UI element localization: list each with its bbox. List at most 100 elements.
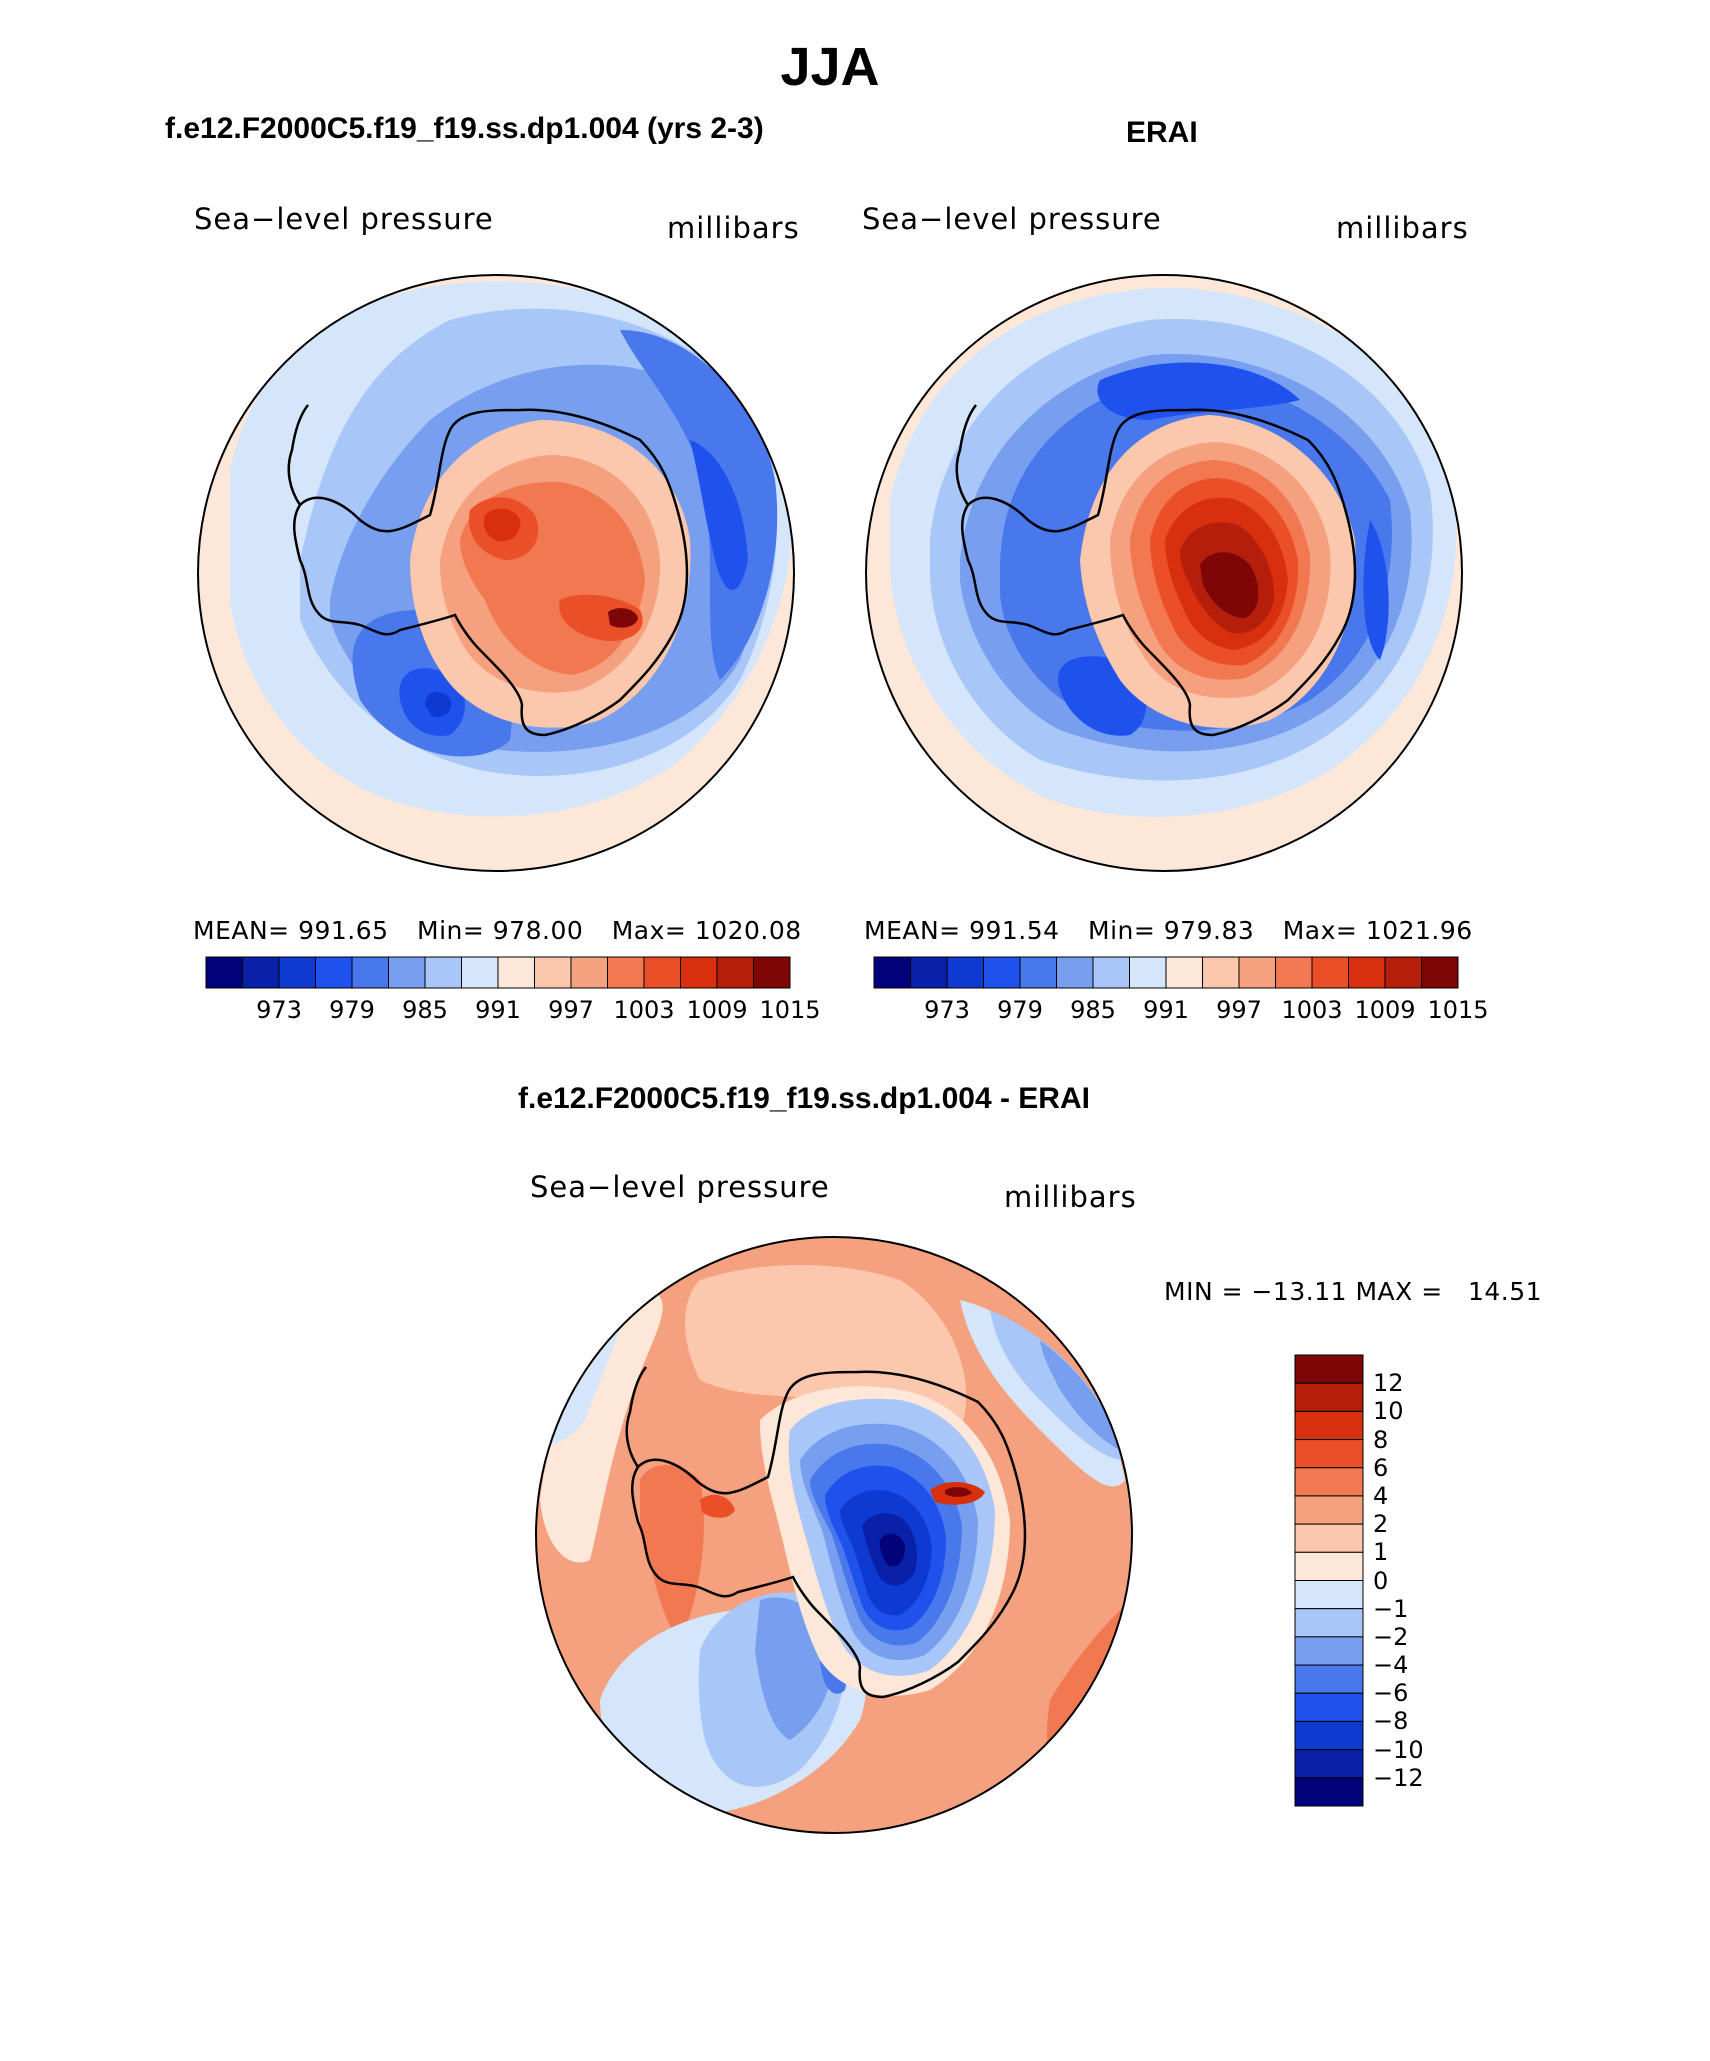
panel-1-max-value: 1020.08: [694, 916, 802, 945]
colorbar-1-swatch: [205, 956, 243, 989]
map-3-field-orange-west: [640, 1465, 704, 1640]
map-3-field-dark-red-spot: [945, 1487, 972, 1497]
colorbar-2-tick-label: 1015: [1427, 996, 1489, 1024]
colorbar-3-swatch: [1294, 1495, 1364, 1525]
panel-1-max-label: Max=: [611, 916, 687, 945]
colorbar-2-swatch: [1056, 956, 1094, 989]
diff-units-label: millibars: [1004, 1180, 1137, 1214]
panel-1-units-label: millibars: [667, 211, 800, 245]
panel-2-max-value: 1021.96: [1365, 916, 1473, 945]
panel-2-subtitle: ERAI: [1126, 116, 1198, 149]
colorbar-3-tick-label: 2: [1373, 1510, 1389, 1539]
colorbar-1-swatch: [388, 956, 426, 989]
colorbar-1-tick-label: 997: [548, 996, 594, 1024]
colorbar-2-swatch: [1348, 956, 1386, 989]
map-3-field-light-west: [540, 1290, 663, 1563]
colorbar-1-tick-label: 973: [256, 996, 302, 1024]
colorbar-2-tick-label: 997: [1216, 996, 1262, 1024]
colorbar-2-swatch: [1202, 956, 1240, 989]
colorbar-1-tick-label: 979: [329, 996, 375, 1024]
panel-2-min-label: Min=: [1088, 916, 1156, 945]
colorbar-3-tick-label: −12: [1373, 1763, 1424, 1792]
panel-1-variable-label: Sea−level pressure: [194, 202, 494, 236]
colorbar-2-swatch: [983, 956, 1021, 989]
colorbar-2-swatch: [910, 956, 948, 989]
colorbar-2-swatch: [1165, 956, 1203, 989]
panel-1-min-value: 978.00: [492, 916, 584, 945]
colorbar-1-swatch: [607, 956, 645, 989]
diff-minmax: MIN = −13.11 MAX = 14.51: [1164, 1277, 1543, 1306]
colorbar-3-swatch: [1294, 1410, 1364, 1441]
map-1-model-slp: [198, 275, 794, 871]
diff-variable-label: Sea−level pressure: [530, 1170, 830, 1204]
colorbar-3-swatch: [1294, 1580, 1364, 1610]
colorbar-2-tick-label: 1003: [1281, 996, 1343, 1024]
colorbar-2-swatch: [1129, 956, 1167, 989]
map-3-border: [535, 1236, 1133, 1834]
colorbar-1-swatch: [315, 956, 353, 989]
colorbar-2: [873, 956, 1459, 989]
panel-2-mean-value: 991.54: [969, 916, 1060, 945]
colorbar-1-swatch: [534, 956, 572, 989]
colorbar-2-swatch: [946, 956, 984, 989]
colorbar-3-swatch: [1294, 1467, 1364, 1497]
colorbar-3-swatch: [1294, 1439, 1364, 1469]
panel-2-mean-label: MEAN=: [864, 916, 961, 945]
colorbar-1-swatch: [643, 956, 681, 989]
colorbar-1-swatch: [424, 956, 462, 989]
colorbar-1-tick-label: 985: [402, 996, 448, 1024]
colorbar-1-tick-label: 991: [475, 996, 521, 1024]
colorbar-3-swatch: [1294, 1720, 1364, 1751]
map-1-field-red: [483, 508, 521, 542]
diff-subtitle: f.e12.F2000C5.f19_f19.ss.dp1.004 - ERAI: [518, 1082, 1090, 1115]
panel-2-max-label: Max=: [1282, 916, 1358, 945]
map-1-field-navy: [425, 691, 452, 717]
colorbar-2-swatch: [1238, 956, 1276, 989]
map-1-antarctica-coastline: [293, 408, 689, 737]
colorbar-2-tick-label: 973: [924, 996, 970, 1024]
colorbar-1-tick-label: 1003: [613, 996, 675, 1024]
colorbar-1-swatch: [242, 956, 280, 989]
panel-2-min-value: 979.83: [1163, 916, 1255, 945]
colorbar-3-tick-label: 12: [1373, 1369, 1404, 1398]
panel-2-units-label: millibars: [1336, 211, 1469, 245]
colorbar-2-swatch: [1275, 956, 1313, 989]
panel-2-stats: MEAN= 991.54 Min= 979.83 Max= 1021.96: [864, 916, 1473, 945]
colorbar-2-tick-label: 979: [997, 996, 1043, 1024]
colorbar-1-swatch: [680, 956, 718, 989]
colorbar-3-tick-label: −6: [1373, 1679, 1409, 1708]
colorbar-3-tick-label: 8: [1373, 1425, 1389, 1454]
panel-1-mean-value: 991.65: [298, 916, 389, 945]
panel-1-stats: MEAN= 991.65 Min= 978.00 Max= 1020.08: [193, 916, 802, 945]
panel-1-mean-label: MEAN=: [193, 916, 290, 945]
colorbar-3-tick-label: 1: [1373, 1538, 1389, 1567]
colorbar-3-vertical: [1294, 1354, 1364, 1807]
map-2-field-maroon: [1200, 552, 1259, 618]
map-3-field-deepest-ant: [879, 1533, 906, 1567]
colorbar-2-swatch: [1421, 956, 1459, 989]
colorbar-1-swatch: [351, 956, 389, 989]
colorbar-3-swatch: [1294, 1749, 1364, 1779]
map-1-peninsula-coastline: [287, 404, 309, 506]
colorbar-2-swatch: [1311, 956, 1349, 989]
colorbar-1-tick-label: 1015: [759, 996, 821, 1024]
colorbar-1-swatch: [497, 956, 535, 989]
colorbar-1-swatch: [461, 956, 499, 989]
colorbar-3-tick-label: −8: [1373, 1707, 1409, 1736]
colorbar-3-tick-label: 4: [1373, 1481, 1389, 1510]
colorbar-1-tick-label: 1009: [686, 996, 748, 1024]
colorbar-3-tick-label: 0: [1373, 1566, 1389, 1595]
colorbar-2-swatch: [1019, 956, 1057, 989]
map-2-field-deep-blue: [1058, 362, 1389, 736]
map-3-difference-slp: [536, 1237, 1132, 1833]
colorbar-3-swatch: [1294, 1664, 1364, 1694]
panel-1-subtitle: f.e12.F2000C5.f19_f19.ss.dp1.004 (yrs 2-…: [165, 112, 764, 145]
panel-2-variable-label: Sea−level pressure: [862, 202, 1162, 236]
colorbar-3-swatch: [1294, 1608, 1364, 1638]
colorbar-2-swatch: [1092, 956, 1130, 989]
colorbar-3-swatch: [1294, 1382, 1364, 1412]
panel-1-min-label: Min=: [417, 916, 485, 945]
colorbar-3-swatch: [1294, 1354, 1364, 1384]
colorbar-2-swatch: [873, 956, 911, 989]
